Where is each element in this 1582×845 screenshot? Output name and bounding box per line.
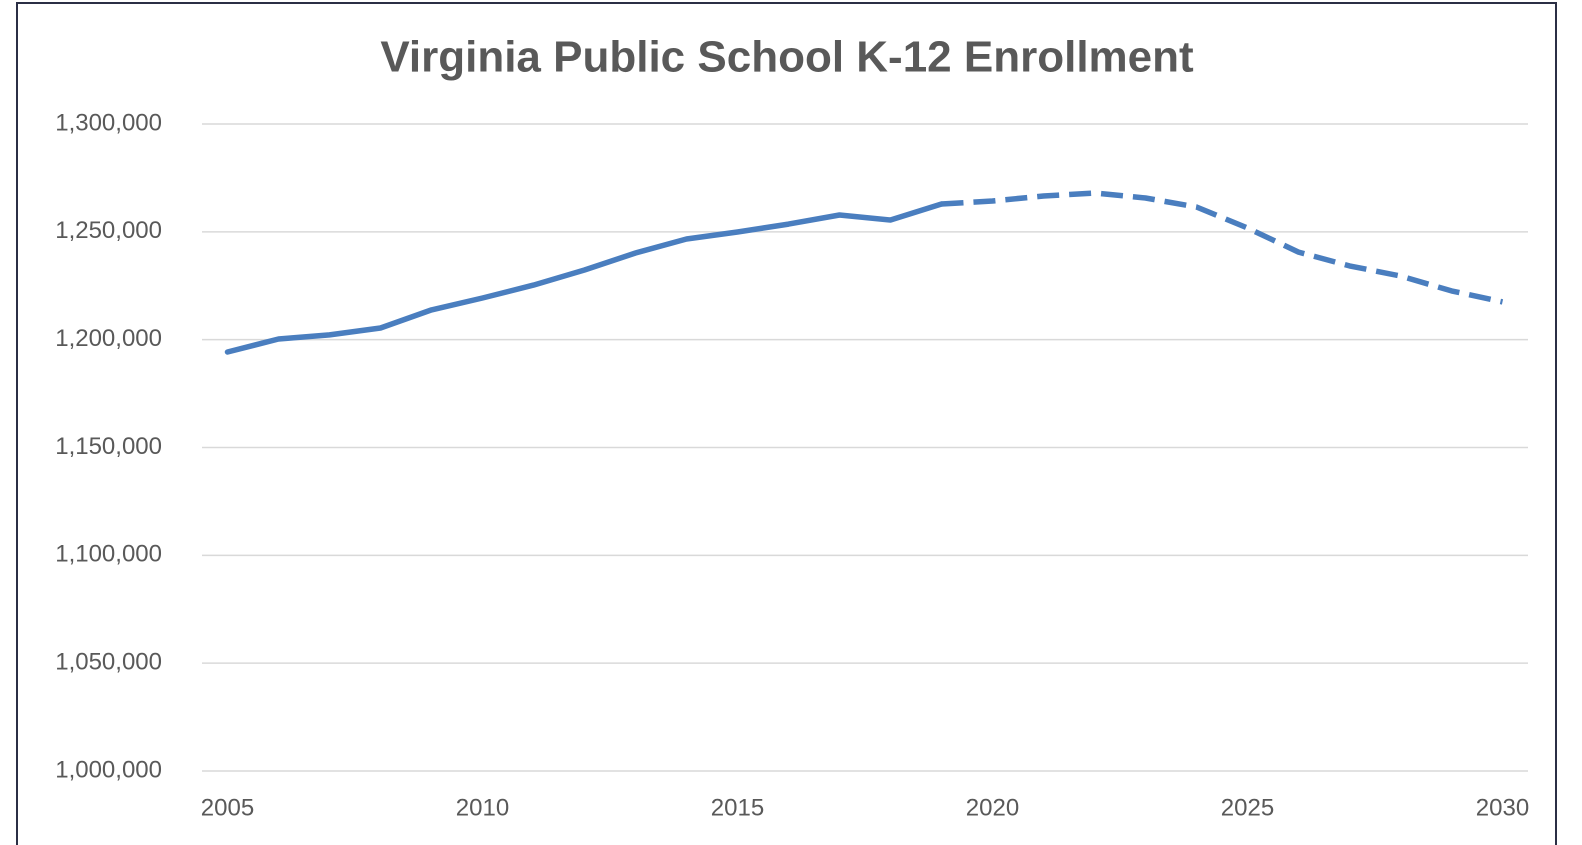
y-tick-label: 1,250,000: [55, 217, 162, 244]
chart-frame: [16, 2, 1557, 845]
x-tick-label: 2030: [1476, 794, 1529, 821]
y-tick-label: 1,300,000: [55, 109, 162, 136]
x-tick-label: 2020: [966, 794, 1019, 821]
y-tick-label: 1,000,000: [55, 756, 162, 783]
y-tick-label: 1,150,000: [55, 433, 162, 460]
chart-title: Virginia Public School K-12 Enrollment: [380, 33, 1194, 82]
y-tick-label: 1,100,000: [55, 541, 162, 568]
x-tick-label: 2025: [1221, 794, 1274, 821]
y-tick-label: 1,200,000: [55, 325, 162, 352]
x-tick-label: 2005: [201, 794, 254, 821]
data-line: [941, 190, 1504, 305]
data-line: [224, 201, 945, 355]
x-tick-label: 2010: [456, 794, 509, 821]
y-tick-label: 1,050,000: [55, 649, 162, 676]
x-tick-label: 2015: [711, 794, 764, 821]
